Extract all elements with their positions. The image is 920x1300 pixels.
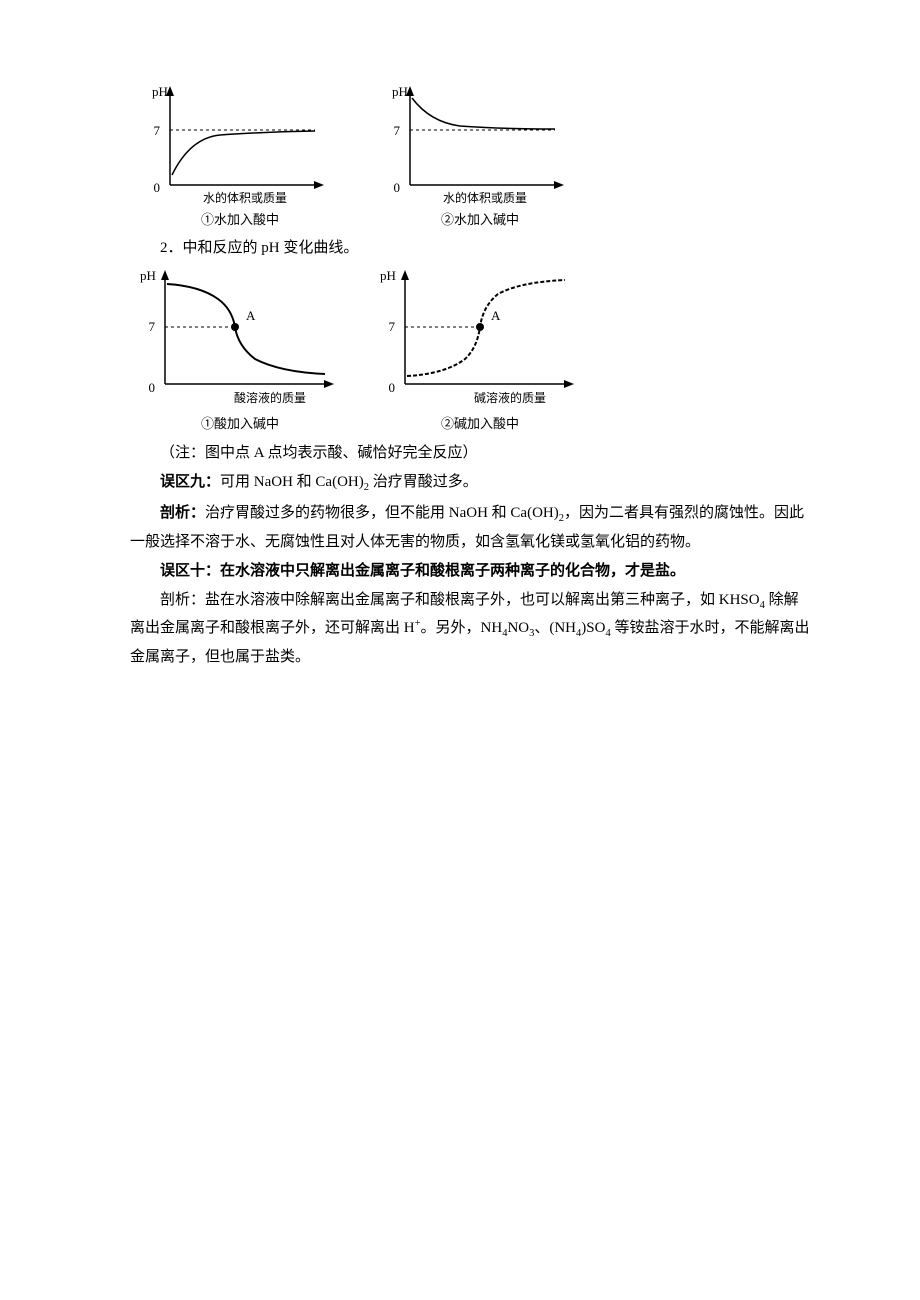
- analysis-10-t5: 、(NH: [534, 620, 576, 636]
- document-page: 7 0 pH 水的体积或质量 ①水加入酸中 7 0 pH: [0, 0, 920, 1300]
- mistake-10-rest: 在水溶液中只解离出金属离子和酸根离子两种离子的化合物，才是盐。: [220, 563, 685, 579]
- origin: 0: [154, 180, 161, 195]
- chart-row-1: 7 0 pH 水的体积或质量 ①水加入酸中 7 0 pH: [140, 80, 810, 231]
- chart-caption-1-left: ①水加入酸中: [201, 208, 279, 231]
- section-2-title: 2．中和反应的 pH 变化曲线。: [130, 235, 810, 262]
- point-a-label: A: [246, 308, 256, 323]
- y-axis-label: pH: [152, 84, 168, 99]
- analysis-10-t3: 。另外，NH: [421, 620, 503, 636]
- chart-svg-2-right: 7 0 pH A 碱溶液的质量: [370, 264, 590, 414]
- mistake-10-prefix: 误区十：: [160, 563, 220, 579]
- x-axis-label: 碱溶液的质量: [474, 390, 546, 405]
- y-tick-7: 7: [154, 123, 161, 138]
- analysis-10-t6: )SO: [581, 620, 605, 636]
- chart-caption-2-right: ②碱加入酸中: [441, 412, 519, 435]
- chart-svg-1-left: 7 0 pH 水的体积或质量: [140, 80, 340, 210]
- analysis-prefix-10: 剖析：: [160, 592, 205, 608]
- point-a-label: A: [491, 308, 501, 323]
- y-tick-7: 7: [394, 123, 401, 138]
- mistake-10-analysis: 剖析：盐在水溶液中除解离出金属离子和酸根离子外，也可以解离出第三种离子，如 KH…: [130, 587, 810, 672]
- x-axis-label: 水的体积或质量: [443, 190, 527, 205]
- mistake-9-end: 治疗胃酸过多。: [369, 474, 478, 490]
- analysis-text-1: 治疗胃酸过多的药物很多，但不能用 NaOH 和 Ca(OH): [205, 505, 559, 521]
- note-charts-2: （注：图中点 A 点均表示酸、碱恰好完全反应）: [130, 440, 810, 467]
- x-axis-label: 水的体积或质量: [203, 190, 287, 205]
- analysis-10-t4: NO: [507, 620, 529, 636]
- chart-svg-1-right: 7 0 pH 水的体积或质量: [380, 80, 580, 210]
- origin: 0: [394, 180, 401, 195]
- origin: 0: [389, 380, 396, 395]
- chart-svg-2-left: 7 0 pH A 酸溶液的质量: [130, 264, 350, 414]
- chart-caption-2-left: ①酸加入碱中: [201, 412, 279, 435]
- chart-water-into-base: 7 0 pH 水的体积或质量 ②水加入碱中: [380, 80, 580, 231]
- chart-water-into-acid: 7 0 pH 水的体积或质量 ①水加入酸中: [140, 80, 340, 231]
- mistake-9-title: 误区九：可用 NaOH 和 Ca(OH)2 治疗胃酸过多。: [130, 469, 810, 498]
- chart-base-into-acid: 7 0 pH A 碱溶液的质量 ②碱加入酸中: [370, 264, 590, 435]
- chart-caption-1-right: ②水加入碱中: [441, 208, 519, 231]
- mistake-9-prefix: 误区九：: [160, 474, 220, 490]
- mistake-9-rest: 可用 NaOH 和 Ca(OH): [220, 474, 364, 490]
- chart-acid-into-base: 7 0 pH A 酸溶液的质量 ①酸加入碱中: [130, 264, 350, 435]
- y-tick-7: 7: [389, 319, 396, 334]
- mistake-10-title: 误区十：在水溶液中只解离出金属离子和酸根离子两种离子的化合物，才是盐。: [130, 558, 810, 585]
- mistake-9-analysis: 剖析：治疗胃酸过多的药物很多，但不能用 NaOH 和 Ca(OH)2，因为二者具…: [130, 500, 810, 556]
- origin: 0: [149, 380, 156, 395]
- y-axis-label: pH: [140, 268, 156, 283]
- chart-row-2: 7 0 pH A 酸溶液的质量 ①酸加入碱中 7 0: [130, 264, 810, 435]
- y-tick-7: 7: [149, 319, 156, 334]
- y-axis-label: pH: [392, 84, 408, 99]
- analysis-10-t1: 盐在水溶液中除解离出金属离子和酸根离子外，也可以解离出第三种离子，如 KHSO: [205, 592, 760, 608]
- y-axis-label: pH: [380, 268, 396, 283]
- analysis-prefix: 剖析：: [160, 505, 205, 521]
- x-axis-label: 酸溶液的质量: [234, 390, 306, 405]
